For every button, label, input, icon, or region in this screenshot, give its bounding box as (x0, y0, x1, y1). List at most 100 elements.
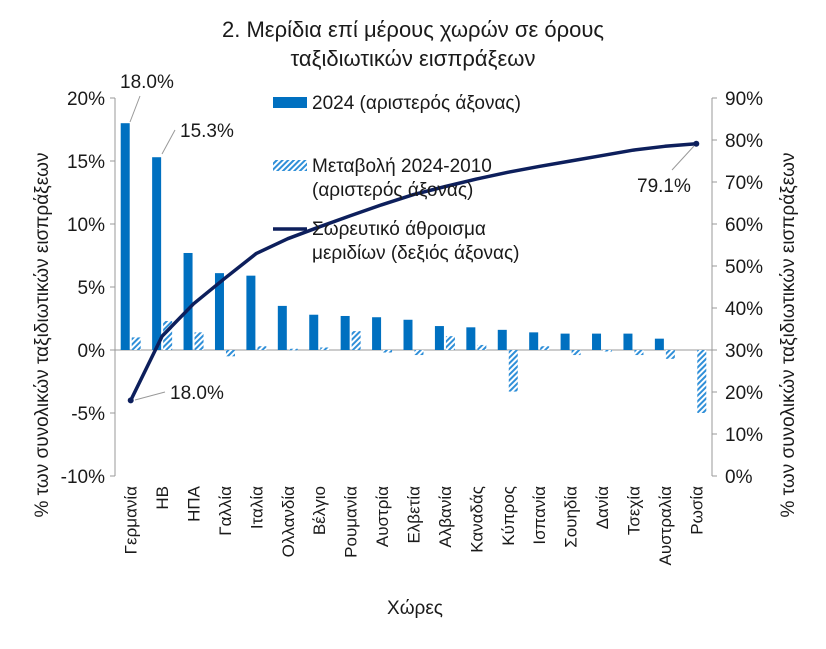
category-label: Ρωσία (687, 486, 706, 535)
annotation-leader-bar-first (129, 95, 141, 123)
y-right-tick-label: 0% (725, 467, 753, 488)
cumulative-point (127, 397, 134, 404)
bar-change-2024-2010 (477, 344, 487, 350)
x-axis-label: Χώρες (387, 598, 443, 619)
bar-change-2024-2010 (131, 337, 141, 350)
annotation-leader-line-last (671, 145, 695, 171)
bar-2024 (529, 332, 539, 350)
bar-change-2024-2010 (445, 336, 455, 350)
y-right-tick-label: 90% (725, 89, 763, 110)
bar-2024 (120, 123, 130, 350)
category-labels-layer: Γερμανία ΗΒ ΗΠΑ Γαλλία Ιταλία Ολλανδία Βέλγιο Ρ… (122, 485, 707, 565)
legend-label-2024: 2024 (αριστερός άξονας) (312, 93, 521, 114)
chart-title-line1: 2. Μερίδια επί μέρους χωρών σε όρους (222, 17, 604, 42)
annotations: 18.0% 15.3% 18.0% 79.1% (120, 72, 695, 404)
bar-change-2024-2010 (571, 350, 581, 356)
bar-change-2024-2010 (257, 346, 267, 350)
y-right-tick-label: 60% (725, 215, 763, 236)
y-axis-left-label: % των συνολικών ταξιδιωτικών εισπράξεων (32, 153, 53, 518)
y-left-tick-label: 15% (67, 152, 105, 173)
cumulative-line-layer (127, 140, 700, 404)
legend-swatch-change (273, 160, 307, 171)
y-right-tick-label: 20% (725, 383, 763, 404)
y-left-tick-label: -5% (71, 404, 105, 425)
y-left-tick-label: 10% (67, 215, 105, 236)
y-right-tick-label: 40% (725, 299, 763, 320)
legend-label-change-line2: (αριστερός άξονας) (312, 180, 473, 201)
bar-2024 (560, 333, 570, 350)
bar-2024 (623, 333, 633, 350)
category-label: ΗΒ (153, 486, 172, 510)
y-left-tick-label: -10% (61, 467, 105, 488)
chart-title-line2: ταξιδιωτικών εισπράξεων (291, 46, 536, 71)
legend-label-change-line1: Μεταβολή 2024-2010 (312, 156, 492, 177)
legend-label-cumulative-line1: Σωρευτικό άθροισμα (312, 219, 486, 240)
bar-change-2024-2010 (225, 350, 235, 357)
category-label: Γαλλία (216, 486, 235, 536)
bars-layer (120, 123, 707, 413)
category-label: Δανία (593, 486, 612, 529)
category-label: Καναδάς (467, 486, 486, 553)
bar-change-2024-2010 (508, 350, 518, 392)
category-label: ΗΠΑ (185, 485, 204, 522)
bar-change-2024-2010 (383, 350, 393, 353)
bar-2024 (372, 317, 382, 350)
legend: 2024 (αριστερός άξονας) Μεταβολή 2024-20… (273, 93, 521, 264)
annotation-bar-second: 15.3% (180, 121, 234, 142)
bar-change-2024-2010 (540, 346, 550, 350)
y-right-tick-label: 10% (725, 425, 763, 446)
y-right-tick-label: 50% (725, 257, 763, 278)
bar-change-2024-2010 (634, 350, 644, 356)
bar-change-2024-2010 (603, 350, 613, 352)
category-label: Γερμανία (122, 486, 141, 555)
bar-2024 (152, 157, 162, 350)
bar-2024 (592, 333, 602, 350)
category-label: Σουηδία (562, 486, 581, 548)
y-right-tick-label: 70% (725, 173, 763, 194)
annotation-bar-first: 18.0% (120, 72, 174, 93)
category-label: Αυστραλία (656, 486, 675, 566)
category-label: Βέλγιο (310, 486, 329, 535)
category-label: Ολλανδία (279, 486, 298, 558)
annotation-line-last: 79.1% (637, 176, 691, 197)
legend-swatch-2024 (273, 97, 307, 108)
category-label: Αλβανία (436, 486, 455, 548)
bar-2024 (497, 329, 507, 350)
annotation-line-first: 18.0% (170, 383, 224, 404)
bar-change-2024-2010 (320, 347, 330, 350)
bar-change-2024-2010 (288, 348, 298, 351)
category-label: Κύπρος (499, 486, 518, 546)
category-label: Αυστρία (373, 486, 392, 547)
cumulative-line (129, 142, 697, 402)
bar-change-2024-2010 (697, 350, 707, 413)
category-label: Τσεχία (624, 486, 643, 535)
bar-2024 (214, 273, 224, 350)
y-right-tick-label: 30% (725, 341, 763, 362)
y-left-tick-label: 20% (67, 89, 105, 110)
annotation-leader-bar-second (161, 129, 176, 155)
bar-change-2024-2010 (665, 350, 675, 359)
y-axis-right-label: % των συνολικών ταξιδιωτικών εισπράξεων (778, 153, 799, 518)
bar-2024 (277, 305, 287, 350)
axes-layer: -10% -5% 0% 5% 10% 15% 20% 0% 10% 20% 30% 40% 50% 60%… (61, 89, 763, 488)
bar-change-2024-2010 (414, 350, 424, 356)
bar-change-2024-2010 (194, 332, 204, 350)
category-label: Ιταλία (247, 486, 266, 529)
bar-2024 (466, 327, 476, 350)
category-label: Ρουμανία (342, 486, 361, 558)
bar-2024 (434, 326, 444, 350)
bar-change-2024-2010 (351, 331, 361, 350)
y-left-tick-label: 5% (78, 278, 106, 299)
legend-label-cumulative-line2: μεριδίων (δεξιός άξονας) (312, 243, 519, 264)
annotation-leader-line-first (134, 391, 166, 401)
category-label: Ελβετία (405, 486, 424, 544)
y-right-tick-label: 80% (725, 131, 763, 152)
bar-2024 (340, 315, 350, 350)
y-left-tick-label: 0% (78, 341, 106, 362)
bar-2024 (246, 275, 256, 350)
bar-2024 (403, 319, 413, 350)
bar-2024 (654, 338, 664, 350)
bar-2024 (309, 314, 319, 350)
bar-2024 (183, 252, 193, 350)
